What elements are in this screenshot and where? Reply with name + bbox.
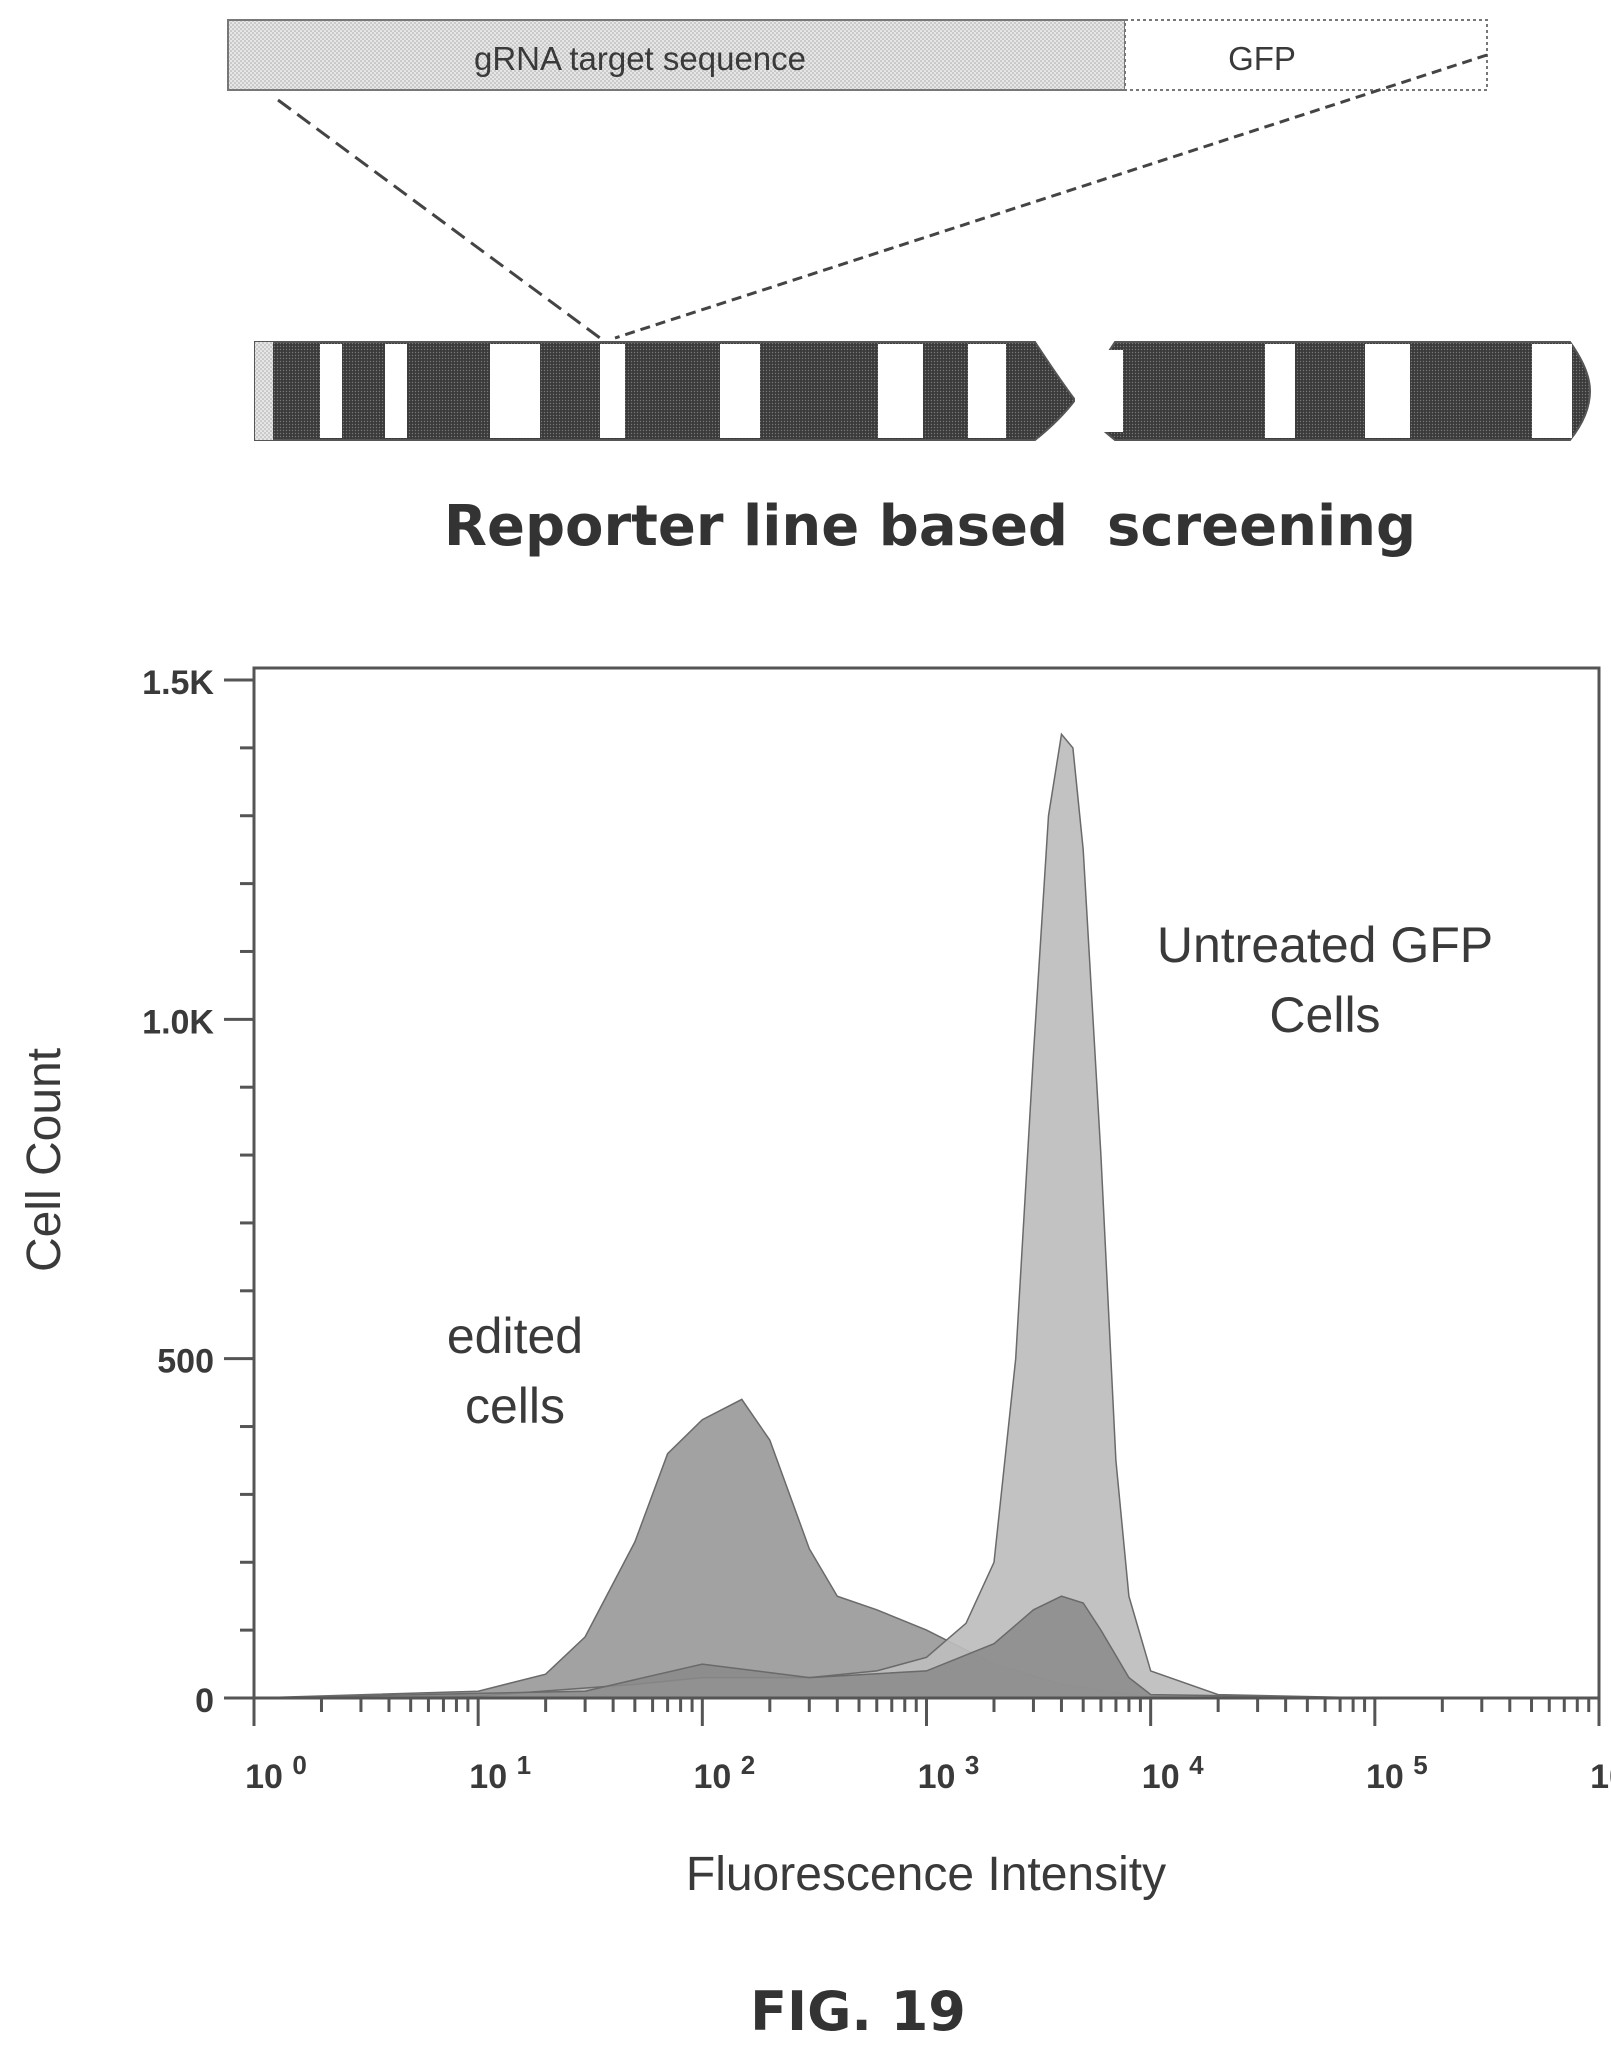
x-tick-label: 10 4 <box>1142 1750 1204 1796</box>
chromosome-band <box>490 344 540 438</box>
chromosome-band <box>1075 350 1123 432</box>
construct-diagram: gRNA target sequence GFP <box>228 20 1487 338</box>
zoom-line-right <box>615 55 1487 338</box>
x-tick-label: 10 2 <box>693 1750 755 1796</box>
x-tick-label: 10 1 <box>469 1750 531 1796</box>
x-tick-label: 10 3 <box>918 1750 980 1796</box>
chromosome-band <box>720 344 760 438</box>
figure-label: FIG. 19 <box>750 1980 966 2043</box>
chromosome-band <box>1532 344 1572 438</box>
x-axis: 10 0 10 1 10 2 10 3 10 4 10 5 10 6 <box>245 1698 1611 1796</box>
chromosome-band <box>968 344 1006 438</box>
annotation-label: edited <box>447 1308 583 1364</box>
chromosome <box>255 342 1590 440</box>
gfp-box <box>1125 20 1487 90</box>
chromosome-band <box>1365 344 1410 438</box>
series-area-2 <box>254 734 1599 1698</box>
grna-target-label: gRNA target sequence <box>474 40 806 77</box>
gfp-label: GFP <box>1228 40 1296 77</box>
x-tick-label: 10 5 <box>1366 1750 1428 1796</box>
zoom-line-left <box>278 100 600 338</box>
chromosome-band <box>878 344 923 438</box>
annotation-label: Untreated GFP <box>1157 917 1493 973</box>
x-tick-label: 10 6 <box>1590 1750 1611 1796</box>
y-tick-label: 500 <box>157 1343 214 1381</box>
y-tick-label: 1.0K <box>142 1003 214 1041</box>
y-axis-label: Cell Count <box>18 1048 71 1272</box>
plot-frame <box>254 668 1599 1698</box>
annotation-label: cells <box>465 1378 565 1434</box>
chromosome-band <box>1265 344 1295 438</box>
chromosome-band <box>320 344 342 438</box>
x-axis-label: Fluorescence Intensity <box>686 1848 1166 1901</box>
chromosome-band <box>255 342 273 440</box>
chart-areas <box>254 734 1599 1698</box>
series-area-1 <box>254 1399 1599 1698</box>
x-tick-label: 10 0 <box>245 1750 307 1796</box>
chart-annotations: edited cells Untreated GFP Cells <box>447 917 1493 1434</box>
y-tick-label: 0 <box>195 1682 214 1720</box>
y-tick-label: 1.5K <box>142 664 214 702</box>
diagram-caption: Reporter line based screening <box>444 494 1416 559</box>
chromosome-band <box>600 344 625 438</box>
chromosome-band <box>385 344 407 438</box>
y-axis: 0 500 1.0K 1.5K <box>142 664 254 1720</box>
annotation-label: Cells <box>1269 987 1380 1043</box>
